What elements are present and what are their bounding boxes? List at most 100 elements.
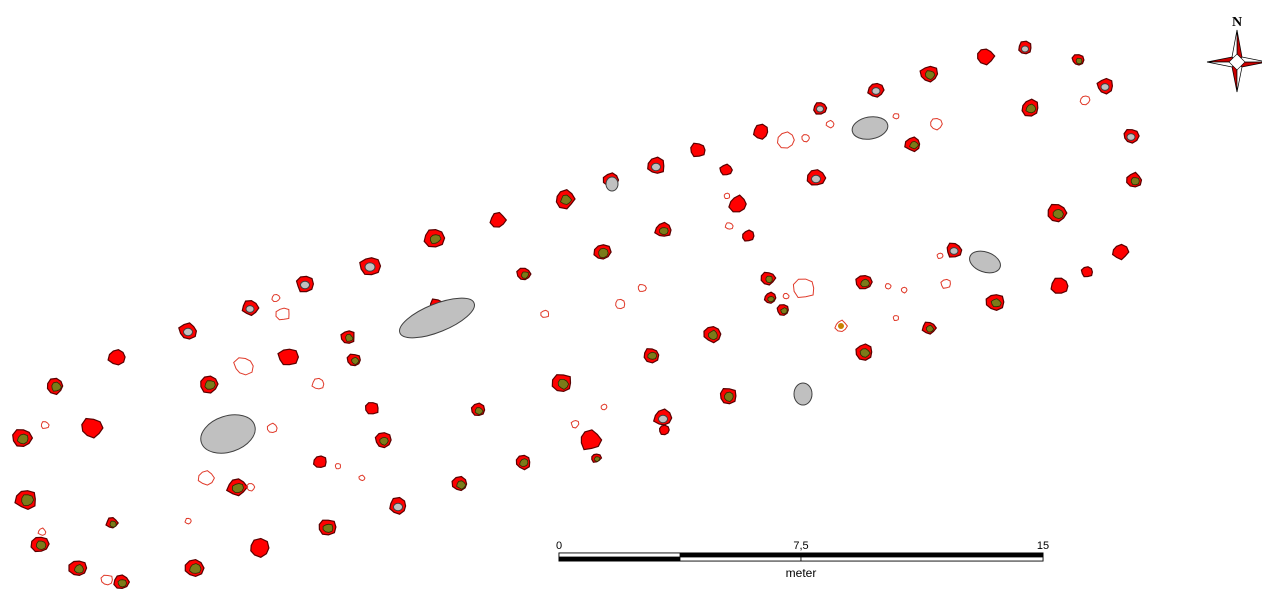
hollow-feature xyxy=(233,357,254,376)
posthole-core xyxy=(593,456,601,463)
north-arrow: N xyxy=(1206,15,1262,93)
posthole-core xyxy=(708,329,718,341)
posthole-feature xyxy=(107,349,126,366)
hollow-feature xyxy=(358,474,366,482)
posthole-core xyxy=(51,381,62,392)
posthole-core xyxy=(117,579,127,588)
posthole-core xyxy=(659,227,669,236)
posthole-stone xyxy=(811,174,821,184)
posthole-stone xyxy=(1100,83,1110,91)
posthole-feature xyxy=(1050,277,1069,294)
posthole-stone xyxy=(1126,133,1136,141)
hollow-feature xyxy=(940,278,951,289)
scale-label-start: 0 xyxy=(556,540,562,552)
features-layer xyxy=(12,40,1143,590)
hollow-feature xyxy=(197,470,215,486)
hollow-feature xyxy=(723,192,731,199)
posthole-core xyxy=(1052,208,1064,220)
posthole-core xyxy=(859,348,871,358)
posthole-core xyxy=(109,520,117,528)
posthole-feature xyxy=(658,424,670,436)
stone-feature xyxy=(793,382,813,406)
posthole-feature xyxy=(1080,266,1094,278)
scale-label-mid: 7,5 xyxy=(793,540,808,552)
hollow-feature xyxy=(792,278,815,299)
hollow-feature xyxy=(825,119,835,129)
posthole-core xyxy=(724,391,734,402)
posthole-core xyxy=(429,234,442,245)
posthole-feature xyxy=(250,537,270,558)
stone-feature xyxy=(200,414,256,454)
posthole-stone xyxy=(364,262,376,272)
posthole-core xyxy=(557,379,570,390)
posthole-core xyxy=(189,563,202,574)
hollow-feature xyxy=(724,222,734,230)
compass-rose-icon xyxy=(1206,29,1262,93)
posthole-core xyxy=(345,333,354,342)
posthole-stone xyxy=(300,280,310,290)
hollow-feature xyxy=(936,252,944,260)
hollow-feature xyxy=(311,377,325,390)
hollow-feature xyxy=(540,309,550,318)
posthole-core xyxy=(780,307,788,314)
posthole-stone xyxy=(949,247,959,255)
hollow-feature xyxy=(1079,95,1091,106)
posthole-core xyxy=(860,278,870,288)
posthole-core xyxy=(521,271,529,279)
hollow-feature xyxy=(246,483,256,492)
posthole-stone xyxy=(1021,45,1029,53)
hollow-feature xyxy=(266,422,278,434)
hollow-feature xyxy=(615,298,626,310)
posthole-feature xyxy=(752,123,769,140)
hollow-feature xyxy=(184,517,192,525)
posthole-core xyxy=(925,324,935,333)
hollow-feature xyxy=(884,283,892,290)
posthole-feature xyxy=(728,194,747,213)
posthole-core xyxy=(474,407,484,415)
posthole-feature xyxy=(580,429,603,451)
scale-unit: meter xyxy=(786,566,817,580)
posthole-core xyxy=(598,247,609,259)
posthole-stone xyxy=(871,87,881,95)
hollow-feature xyxy=(600,403,608,411)
stone-feature xyxy=(851,116,889,140)
posthole-core xyxy=(519,458,529,467)
posthole-core xyxy=(1130,177,1140,186)
posthole-feature xyxy=(489,211,508,228)
posthole-core xyxy=(767,296,775,303)
posthole-feature xyxy=(977,48,996,66)
posthole-feature xyxy=(690,142,706,158)
posthole-core xyxy=(765,275,773,284)
hollow-feature xyxy=(801,134,810,143)
hollow-feature xyxy=(900,286,908,294)
posthole-feature xyxy=(719,163,733,176)
hollow-core xyxy=(838,323,844,329)
posthole-core xyxy=(560,194,573,205)
posthole-feature xyxy=(312,455,327,469)
posthole-feature xyxy=(1111,243,1130,261)
stone-feature xyxy=(605,176,619,192)
posthole-core xyxy=(16,433,29,445)
hollow-feature xyxy=(570,419,580,429)
posthole-stone xyxy=(245,305,255,313)
posthole-feature xyxy=(81,417,104,439)
posthole-core xyxy=(990,298,1002,308)
posthole-feature xyxy=(742,229,755,242)
posthole-core xyxy=(1075,57,1083,65)
posthole-core xyxy=(322,523,334,533)
hollow-feature xyxy=(892,315,900,322)
posthole-core xyxy=(379,436,389,446)
hollow-feature xyxy=(637,283,647,292)
hollow-feature xyxy=(334,463,342,470)
posthole-feature xyxy=(364,402,379,415)
scale-label-end: 15 xyxy=(1037,540,1049,552)
posthole-core xyxy=(924,70,936,80)
posthole-core xyxy=(1025,103,1037,114)
posthole-core xyxy=(73,564,84,574)
posthole-core xyxy=(351,356,360,365)
north-label: N xyxy=(1232,15,1242,30)
hollow-feature xyxy=(40,421,50,430)
posthole-stone xyxy=(393,502,403,512)
